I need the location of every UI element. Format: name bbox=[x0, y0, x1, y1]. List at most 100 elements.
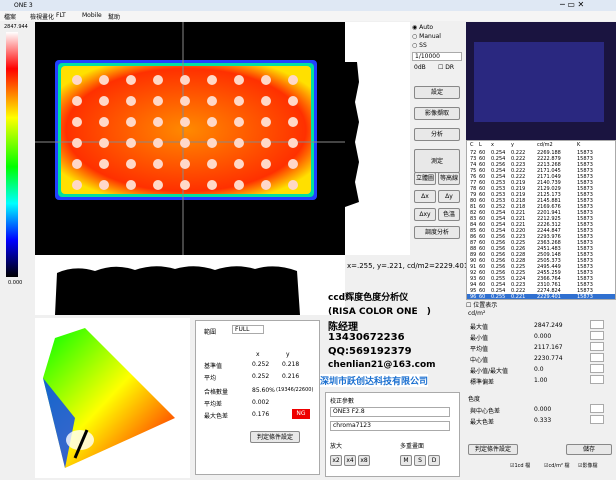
table-cell: 0.226 bbox=[511, 246, 526, 252]
window-controls[interactable]: ─ ▭ ✕ bbox=[560, 0, 585, 9]
table-cell: 60 bbox=[479, 204, 486, 210]
table-cell: 0.256 bbox=[491, 234, 506, 240]
table-cell: 0.221 bbox=[511, 216, 526, 222]
chroma-stat-label: 最大色差 bbox=[470, 419, 495, 426]
action-button[interactable]: 測定 bbox=[414, 149, 460, 173]
mode-radio[interactable]: ○ SS bbox=[412, 42, 427, 49]
title-bar: ONE 3 ─ ▭ ✕ bbox=[0, 0, 616, 11]
table-cell: 79 bbox=[470, 192, 477, 198]
avg-diff-label: 平均差 bbox=[204, 401, 223, 408]
table-cell: 15873 bbox=[577, 270, 593, 276]
tool-button[interactable]: 立體圖 bbox=[414, 172, 436, 185]
table-cell: 0.254 bbox=[491, 222, 506, 228]
hotspot bbox=[234, 96, 244, 106]
table-cell: 15873 bbox=[577, 264, 593, 270]
menu-item[interactable]: FLT bbox=[56, 12, 66, 19]
table-cell: 60 bbox=[479, 294, 486, 300]
dr-checkbox[interactable]: ☐ DR bbox=[438, 64, 455, 71]
table-cell: 93 bbox=[470, 276, 477, 282]
hotspot bbox=[288, 75, 298, 85]
hotspot bbox=[207, 138, 217, 148]
hotspot bbox=[72, 180, 82, 190]
table-cell: 2363.268 bbox=[537, 240, 561, 246]
hotspot bbox=[99, 138, 109, 148]
table-cell: 2213.268 bbox=[537, 162, 561, 168]
menu-bar: 檔案 檢視畫化 FLT Mobile 幫助 bbox=[0, 11, 616, 21]
range-select[interactable]: FULL bbox=[232, 325, 264, 334]
zoom-button[interactable]: x8 bbox=[358, 455, 370, 466]
table-cell: 0.221 bbox=[511, 222, 526, 228]
menu-item[interactable]: Mobile bbox=[82, 12, 102, 19]
overlay-text: ccd辉度色度分析仪 (RISA COLOR ONE ) 陈经理 1343067223… bbox=[320, 290, 465, 390]
shutter-select[interactable]: 1/10000 bbox=[412, 52, 462, 61]
position-checkbox[interactable]: ☐ 位置表示 bbox=[466, 302, 498, 309]
scale-min: 0.000 bbox=[8, 280, 23, 286]
judge-cell: 0.218 bbox=[282, 361, 300, 368]
tool-button[interactable]: Δx bbox=[414, 190, 436, 203]
tool-button[interactable]: Δxy bbox=[414, 208, 436, 221]
table-cell: 2129.029 bbox=[537, 186, 561, 192]
table-cell: 15873 bbox=[577, 276, 593, 282]
table-cell: 15873 bbox=[577, 240, 593, 246]
table-cell: 74 bbox=[470, 162, 477, 168]
table-cell: 0.256 bbox=[491, 246, 506, 252]
hotspot bbox=[126, 138, 136, 148]
horizontal-profile bbox=[35, 255, 345, 315]
multi-button[interactable]: M bbox=[400, 455, 412, 466]
table-cell: 15873 bbox=[577, 258, 593, 264]
judge-settings-button[interactable]: 判定條件設定 bbox=[468, 444, 518, 455]
multi-button[interactable]: D bbox=[428, 455, 440, 466]
zoom-button[interactable]: x2 bbox=[330, 455, 342, 466]
hotspot bbox=[261, 138, 271, 148]
selected-row bbox=[467, 294, 615, 299]
action-button[interactable]: 分析 bbox=[414, 128, 460, 141]
menu-item[interactable]: 檔案 bbox=[4, 14, 17, 21]
vertical-profile bbox=[345, 22, 410, 255]
stat-label: 中心值 bbox=[470, 357, 489, 364]
stat-value: 2847.249 bbox=[534, 322, 563, 329]
adjust-button[interactable]: 調度分析 bbox=[414, 226, 460, 239]
table-cell: 92 bbox=[470, 270, 477, 276]
hotspot bbox=[234, 180, 244, 190]
table-cell: 2293.976 bbox=[537, 234, 561, 240]
action-button[interactable]: 設定 bbox=[414, 86, 460, 99]
hotspot bbox=[207, 117, 217, 127]
table-cell: 0.253 bbox=[491, 198, 506, 204]
hotspot bbox=[126, 75, 136, 85]
file-checkbox[interactable]: ☑1cd 檔 bbox=[510, 463, 531, 469]
table-cell: 60 bbox=[479, 216, 486, 222]
judge-button[interactable]: 判定條件設定 bbox=[250, 431, 300, 443]
table-cell: 0.254 bbox=[491, 156, 506, 162]
table-cell: 15873 bbox=[577, 192, 593, 198]
menu-item[interactable]: 檢視畫化 bbox=[30, 14, 55, 21]
table-cell: 96 bbox=[470, 294, 477, 300]
tool-button[interactable]: Δy bbox=[438, 190, 460, 203]
table-cell: 60 bbox=[479, 258, 486, 264]
hotspot bbox=[72, 138, 82, 148]
mode-radio[interactable]: ◉ Auto bbox=[412, 24, 434, 31]
cie-diagram bbox=[35, 318, 190, 478]
tool-button[interactable]: 色溫 bbox=[438, 208, 460, 221]
file-checkbox[interactable]: ☑cd/m² 檔 bbox=[544, 463, 570, 469]
hotspot bbox=[126, 117, 136, 127]
judge-panel: 範圍 FULL x y 基準值 0.252 0.218 平均 0.252 0.216 合格數量 85.… bbox=[195, 320, 320, 475]
zoom-button[interactable]: x4 bbox=[344, 455, 356, 466]
table-cell: 60 bbox=[479, 210, 486, 216]
table-cell: 15873 bbox=[577, 228, 593, 234]
mode-radio[interactable]: ○ Manual bbox=[412, 33, 441, 40]
save-button[interactable]: 儲存 bbox=[566, 444, 612, 455]
multi-button[interactable]: S bbox=[414, 455, 426, 466]
menu-item[interactable]: 幫助 bbox=[108, 14, 121, 21]
action-button[interactable]: 影像擷取 bbox=[414, 107, 460, 120]
stat-label: 標準偏差 bbox=[470, 379, 495, 386]
table-cell: 0.254 bbox=[491, 288, 506, 294]
tool-button[interactable]: 等高線 bbox=[438, 172, 460, 185]
table-cell: 0.225 bbox=[511, 264, 526, 270]
file-checkbox[interactable]: ☑影像檔 bbox=[578, 463, 598, 469]
file-field: chroma7123 bbox=[330, 421, 450, 431]
table-cell: 15873 bbox=[577, 156, 593, 162]
table-cell: 60 bbox=[479, 150, 486, 156]
table-cell: 95 bbox=[470, 288, 477, 294]
hotspot bbox=[288, 180, 298, 190]
table-cell: 0.256 bbox=[491, 252, 506, 258]
